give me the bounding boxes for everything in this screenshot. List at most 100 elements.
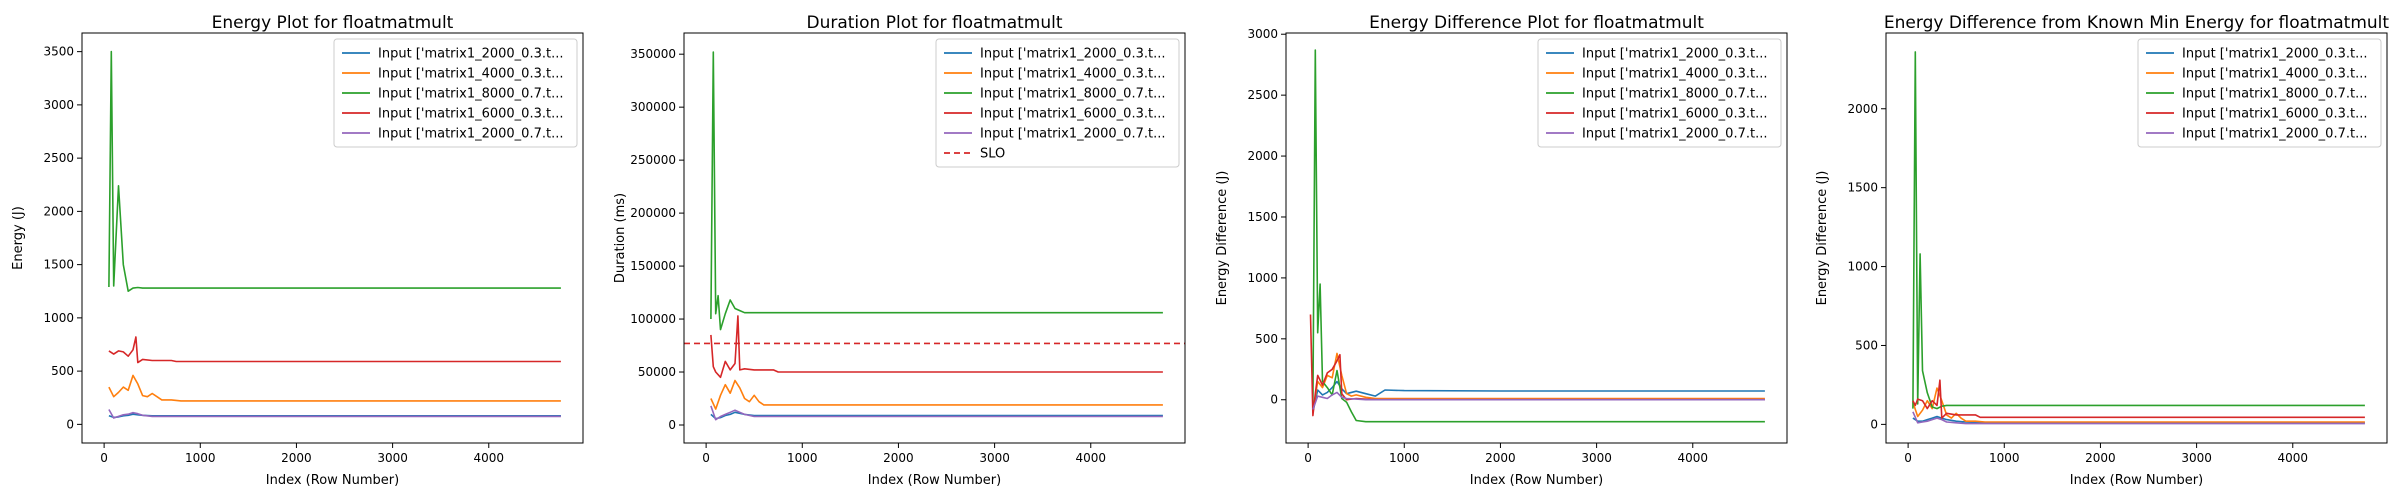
x-tick-label: 3000 xyxy=(377,451,408,465)
series-line-5 xyxy=(710,405,1163,421)
y-tick-label: 1500 xyxy=(1247,210,1278,224)
y-axis-label: Energy (J) xyxy=(11,206,26,270)
legend-entry: Input ['matrix1_2000_0.7.t... xyxy=(2182,127,2367,142)
legend-entry: Input ['matrix1_2000_0.7.t... xyxy=(980,127,1165,142)
legend-entry: Input ['matrix1_4000_0.3.t... xyxy=(2182,67,2367,82)
axes-frame xyxy=(1285,32,1788,444)
x-axis-label: Index (Row Number) xyxy=(2070,473,2203,488)
legend-entry: Input ['matrix1_6000_0.3.t... xyxy=(1582,107,1767,122)
x-tick-label: 3000 xyxy=(1581,451,1612,465)
legend-entry: Input ['matrix1_2000_0.3.t... xyxy=(1582,47,1767,62)
legend: Input ['matrix1_2000_0.3.t... Input ['mat… xyxy=(333,38,578,148)
y-tick-label: 2000 xyxy=(43,204,74,218)
legend-entry: Input ['matrix1_2000_0.7.t... xyxy=(378,127,563,142)
legend-entry: Input ['matrix1_8000_0.7.t... xyxy=(2182,87,2367,102)
plot-area xyxy=(684,51,1185,421)
legend-box xyxy=(1537,38,1782,148)
axes-frame xyxy=(683,32,1186,444)
y-axis-label: Energy Difference (J) xyxy=(1215,171,1230,306)
y-tick-label: 500 xyxy=(1855,338,1878,352)
legend-entry: Input ['matrix1_4000_0.3.t... xyxy=(378,67,563,82)
x-axis-label: Index (Row Number) xyxy=(266,473,399,488)
series-line-5 xyxy=(1312,391,1765,410)
legend-entry: SLO xyxy=(980,147,1005,162)
plot-area xyxy=(1912,51,2365,425)
y-tick-label: 1000 xyxy=(43,311,74,325)
y-tick-label: 150000 xyxy=(630,259,676,273)
axes-frame xyxy=(81,32,584,444)
legend-entry: Input ['matrix1_6000_0.3.t... xyxy=(980,107,1165,122)
y-tick-label: 2000 xyxy=(1247,149,1278,163)
y-tick-label: 250000 xyxy=(630,153,676,167)
legend-entry: Input ['matrix1_4000_0.3.t... xyxy=(1582,67,1767,82)
legend: Input ['matrix1_2000_0.3.t... Input ['mat… xyxy=(2137,38,2382,148)
x-tick-label: 3000 xyxy=(2181,451,2212,465)
plot-area xyxy=(108,50,561,419)
series-line-3 xyxy=(108,50,561,293)
series-line-4 xyxy=(108,336,561,364)
y-tick-label: 50000 xyxy=(638,365,676,379)
y-tick-label: 1000 xyxy=(1847,260,1878,274)
legend-box xyxy=(935,38,1180,168)
x-axis-label: Index (Row Number) xyxy=(1470,473,1603,488)
y-tick-label: 0 xyxy=(66,417,74,431)
series-line-2 xyxy=(710,379,1163,410)
x-tick-label: 2000 xyxy=(281,451,312,465)
x-tick-label: 4000 xyxy=(473,451,504,465)
legend-entry: Input ['matrix1_2000_0.3.t... xyxy=(2182,47,2367,62)
x-tick-label: 2000 xyxy=(2085,451,2116,465)
series-line-4 xyxy=(1912,379,2365,419)
axes-frame xyxy=(1885,32,2388,444)
x-tick-label: 0 xyxy=(1904,451,1912,465)
y-tick-label: 500 xyxy=(51,364,74,378)
x-tick-label: 4000 xyxy=(1075,451,1106,465)
legend-entry: Input ['matrix1_6000_0.3.t... xyxy=(2182,107,2367,122)
series-line-3 xyxy=(710,51,1163,331)
x-tick-label: 1000 xyxy=(1389,451,1420,465)
y-tick-label: 2000 xyxy=(1847,102,1878,116)
chart-2: 0 1000 2000 3000 4000 0 50000 100000 150000 20000… xyxy=(613,13,1186,488)
x-tick-label: 4000 xyxy=(2277,451,2308,465)
x-tick-label: 4000 xyxy=(1677,451,1708,465)
x-tick-label: 0 xyxy=(100,451,108,465)
y-tick-label: 350000 xyxy=(630,47,676,61)
y-tick-label: 2500 xyxy=(1247,88,1278,102)
x-tick-label: 0 xyxy=(702,451,710,465)
series-line-4 xyxy=(710,315,1163,379)
legend-entry: Input ['matrix1_2000_0.3.t... xyxy=(980,47,1165,62)
x-tick-label: 3000 xyxy=(979,451,1010,465)
series-line-3 xyxy=(1312,49,1765,423)
x-tick-label: 2000 xyxy=(1485,451,1516,465)
y-tick-label: 200000 xyxy=(630,206,676,220)
chart-title: Duration Plot for floatmatmult xyxy=(806,13,1062,33)
y-tick-label: 500 xyxy=(1255,332,1278,346)
y-tick-label: 300000 xyxy=(630,100,676,114)
chart-title: Energy Difference Plot for floatmatmult xyxy=(1369,13,1704,33)
legend-box xyxy=(2137,38,2382,148)
chart-title: Energy Difference from Known Min Energy … xyxy=(1884,13,2389,33)
x-axis-label: Index (Row Number) xyxy=(868,473,1001,488)
chart-3: 0 1000 2000 3000 4000 0 500 1000 1500 2000 2500 300… xyxy=(1215,13,1788,488)
legend-entry: Input ['matrix1_8000_0.7.t... xyxy=(378,87,563,102)
series-line-2 xyxy=(1912,387,2365,423)
y-tick-label: 1500 xyxy=(1847,181,1878,195)
chart-1: 0 1000 2000 3000 4000 0 500 1000 1500 2000 2500 300… xyxy=(11,13,584,488)
y-tick-label: 1500 xyxy=(43,258,74,272)
series-line-1 xyxy=(1312,380,1765,413)
y-tick-label: 0 xyxy=(1870,417,1878,431)
y-axis-label: Energy Difference (J) xyxy=(1815,171,1830,306)
legend-box xyxy=(333,38,578,148)
x-tick-label: 2000 xyxy=(883,451,914,465)
legend-entry: Input ['matrix1_6000_0.3.t... xyxy=(378,107,563,122)
legend: Input ['matrix1_2000_0.3.t... Input ['mat… xyxy=(1537,38,1782,148)
y-tick-label: 3000 xyxy=(43,98,74,112)
legend-entry: Input ['matrix1_8000_0.7.t... xyxy=(980,87,1165,102)
y-tick-label: 3000 xyxy=(1247,27,1278,41)
legend-entry: Input ['matrix1_2000_0.3.t... xyxy=(378,47,563,62)
y-tick-label: 1000 xyxy=(1247,271,1278,285)
x-tick-label: 0 xyxy=(1304,451,1312,465)
y-tick-label: 2500 xyxy=(43,151,74,165)
chart-4: 0 1000 2000 3000 4000 0 500 1000 1500 2000 Energy … xyxy=(1815,13,2389,488)
chart-title: Energy Plot for floatmatmult xyxy=(212,13,454,33)
